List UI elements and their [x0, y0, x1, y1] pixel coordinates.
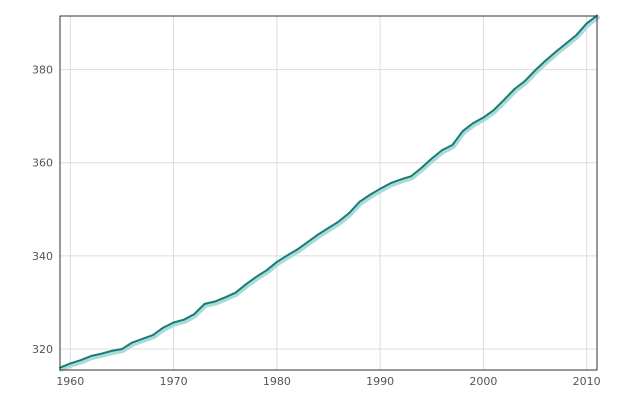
data-point	[327, 227, 330, 229]
data-point	[296, 248, 299, 250]
data-point	[214, 300, 216, 303]
data-point	[173, 321, 175, 324]
data-point	[503, 99, 505, 101]
series-layer	[59, 14, 600, 372]
data-point	[80, 359, 82, 361]
data-point	[69, 362, 71, 365]
data-point	[265, 269, 268, 271]
data-point	[379, 188, 381, 190]
data-point	[441, 149, 443, 151]
data-point	[234, 292, 237, 294]
x-tick-label: 2000	[469, 375, 497, 388]
data-point	[451, 144, 454, 146]
data-point	[565, 42, 567, 45]
data-point	[358, 201, 361, 203]
series-line	[59, 14, 598, 369]
data-point	[555, 51, 557, 53]
data-point	[534, 69, 536, 72]
data-point	[482, 116, 484, 119]
data-point	[131, 341, 133, 344]
data-point	[544, 60, 546, 62]
data-point	[317, 233, 319, 236]
data-point	[431, 157, 433, 160]
series-line-shadow	[59, 15, 600, 372]
data-point	[193, 313, 195, 315]
y-tick-label: 320	[32, 343, 53, 356]
data-point	[203, 303, 206, 305]
data-point	[162, 327, 164, 329]
data-point	[142, 338, 144, 340]
data-point	[524, 80, 526, 82]
data-point	[183, 319, 185, 321]
x-tick-label: 1980	[263, 375, 291, 388]
data-point	[389, 182, 392, 184]
data-point	[575, 34, 577, 36]
data-point	[400, 178, 402, 181]
data-point	[493, 109, 495, 111]
data-point	[111, 350, 113, 352]
data-point	[307, 241, 309, 243]
data-point	[369, 194, 371, 196]
grid-lines	[60, 16, 597, 370]
x-tick-label: 1970	[160, 375, 188, 388]
y-tick-label: 340	[32, 250, 53, 263]
data-point	[100, 353, 102, 355]
axis-layer: 1960 1970 1980 1990 2000 2010 320 340 360 380	[32, 64, 601, 388]
x-tick-label: 1960	[56, 375, 84, 388]
data-point	[586, 22, 588, 25]
data-point	[90, 355, 92, 357]
data-point	[255, 276, 257, 278]
data-point	[338, 220, 340, 223]
data-point	[472, 122, 474, 124]
data-point	[121, 348, 123, 350]
data-point	[224, 296, 226, 298]
data-point	[348, 212, 350, 214]
data-point	[286, 254, 288, 257]
x-tick-label: 1990	[366, 375, 394, 388]
data-point	[513, 88, 515, 90]
data-point	[152, 334, 154, 336]
plot-area-frame	[59, 15, 598, 371]
data-point	[410, 175, 412, 177]
data-point	[462, 130, 464, 132]
x-tick-label: 2010	[573, 375, 601, 388]
data-point	[276, 261, 278, 263]
y-tick-label: 380	[32, 64, 53, 77]
data-point	[245, 283, 247, 285]
data-point	[420, 167, 423, 169]
y-tick-label: 360	[32, 157, 53, 170]
